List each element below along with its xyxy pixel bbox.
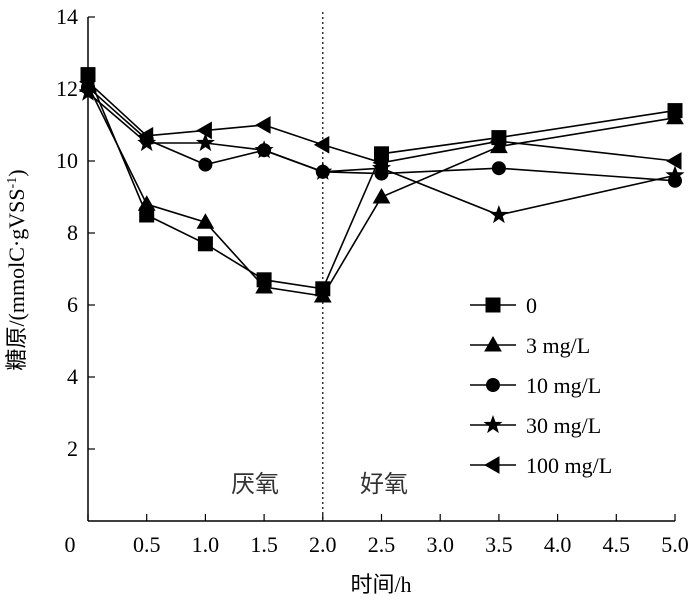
y-tick-label: 2 [67, 436, 78, 461]
data-point [137, 195, 156, 211]
series-line [87, 85, 676, 297]
series-1 [80, 67, 683, 297]
legend-item: 100 mg/L [470, 453, 612, 478]
x-tick-label: 5.0 [661, 532, 689, 557]
x-tick-label: 3.0 [426, 532, 454, 557]
x-tick-label: 0.5 [133, 532, 161, 557]
legend-item: 30 mg/L [470, 413, 601, 438]
data-point [254, 140, 274, 159]
series-line [87, 91, 676, 216]
data-point [313, 161, 333, 180]
x-tick-label: 1.5 [250, 532, 278, 557]
data-point [255, 277, 273, 294]
x-tick-label: 3.5 [485, 532, 513, 557]
legend-marker [485, 297, 501, 313]
data-point [195, 133, 215, 152]
data-point [197, 236, 213, 252]
y-axis-title-main: 糖原/(mmolC·gVSS [4, 188, 29, 370]
legend: 0 3 mg/L 10 mg/L 30 mg/L 100 mg/L [470, 293, 612, 478]
x-tick-label: 4.0 [544, 532, 572, 557]
legend-item: 0 [470, 293, 537, 318]
data-point [491, 161, 506, 176]
legend-label: 30 mg/L [526, 413, 601, 438]
x-tick-label: 2.5 [368, 532, 396, 557]
x-ticks: 0 0.5 1.0 1.5 2.0 2.5 3.0 3.5 4.0 4.5 5.0 [65, 514, 689, 557]
series-line [87, 74, 676, 290]
series-group [78, 67, 685, 303]
y-tick-label: 12 [56, 76, 78, 101]
data-point [665, 152, 682, 170]
data-point [255, 116, 271, 134]
data-point [665, 165, 685, 184]
legend-item: 10 mg/L [470, 373, 601, 398]
phase-label-aerobic: 好氧 [360, 471, 408, 498]
data-point [313, 286, 332, 303]
legend-marker [483, 456, 500, 474]
series-line [87, 81, 676, 164]
legend-label: 0 [526, 293, 537, 318]
x-tick-label: 4.5 [603, 532, 631, 557]
x-tick-label: 2.0 [309, 532, 337, 557]
legend-marker [484, 335, 502, 352]
y-tick-label: 14 [56, 4, 78, 29]
x-tick-label: 1.0 [192, 532, 220, 557]
legend-item: 3 mg/L [470, 333, 590, 358]
y-tick-label: 8 [67, 220, 78, 245]
data-point [198, 157, 213, 172]
data-point [372, 153, 388, 172]
data-point [489, 132, 506, 151]
phase-label-anaerobic: 厌氧 [231, 471, 279, 498]
data-point [489, 205, 509, 224]
y-ticks: 2 4 6 8 10 12 14 [56, 4, 95, 461]
series-2 [79, 76, 684, 303]
y-tick-label: 4 [67, 364, 78, 389]
y-tick-label: 6 [67, 292, 78, 317]
data-point [196, 121, 212, 140]
data-point [196, 213, 215, 229]
y-axis-title: 糖原/(mmolC·gVSS-1) [4, 169, 29, 370]
legend-label: 100 mg/L [526, 453, 612, 478]
data-point [313, 135, 330, 154]
y-axis-title-close: ) [4, 169, 29, 176]
legend-marker [483, 415, 503, 434]
legend-label: 10 mg/L [526, 373, 601, 398]
legend-marker [486, 378, 500, 392]
data-point [372, 187, 391, 204]
series-5 [78, 72, 682, 172]
x-tick-label: 0 [65, 532, 76, 557]
y-tick-label: 10 [56, 148, 78, 173]
x-axis-title: 时间/h [350, 572, 411, 597]
y-axis-title-superscript: -1 [5, 177, 20, 189]
data-point [137, 126, 154, 145]
data-point [666, 108, 684, 125]
axes [87, 17, 675, 522]
data-point [78, 72, 95, 91]
legend-label: 3 mg/L [526, 333, 590, 358]
